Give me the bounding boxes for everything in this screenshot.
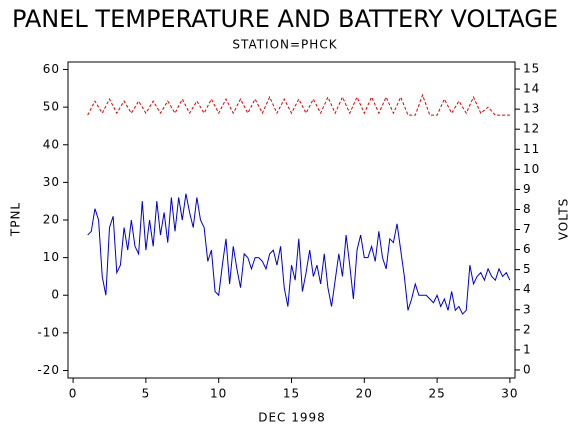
y2-tick-label: 10 xyxy=(523,162,540,176)
x-tick-label: 25 xyxy=(428,387,445,401)
y2-tick-label: 12 xyxy=(523,122,540,136)
y-tick-label: 10 xyxy=(43,250,60,264)
y2-tick-label: 4 xyxy=(523,282,532,296)
y2-tick-label: 2 xyxy=(523,322,532,336)
y2-tick-label: 0 xyxy=(523,362,532,376)
y-axis-label: TPNL xyxy=(9,202,23,237)
y2-axis-label: VOLTS xyxy=(557,198,570,240)
plot-frame xyxy=(67,61,516,379)
y-tick-label: 50 xyxy=(43,100,60,114)
y-tick-label: 40 xyxy=(43,137,60,151)
y2-tick-label: 6 xyxy=(523,242,532,256)
y2-tick-label: 8 xyxy=(523,202,532,216)
chart-title: PANEL TEMPERATURE AND BATTERY VOLTAGE xyxy=(12,5,558,33)
x-axis-label: DEC 1998 xyxy=(258,411,326,425)
x-tick-label: 5 xyxy=(142,387,151,401)
x-tick-label: 15 xyxy=(283,387,300,401)
y-tick-label: 30 xyxy=(43,175,60,189)
x-tick-label: 0 xyxy=(69,387,78,401)
y2-tick-label: 5 xyxy=(523,262,532,276)
y-tick-label: 0 xyxy=(51,288,60,302)
y-tick-label: 60 xyxy=(43,62,60,76)
x-tick-label: 30 xyxy=(501,387,518,401)
y2-tick-label: 13 xyxy=(523,102,540,116)
y2-tick-label: 15 xyxy=(523,62,540,76)
series-line xyxy=(87,93,510,116)
y-tick-label: -20 xyxy=(37,363,60,377)
y2-tick-label: 9 xyxy=(523,182,532,196)
x-tick-label: 10 xyxy=(210,387,227,401)
y2-tick-label: 7 xyxy=(523,222,532,236)
series-line xyxy=(87,193,511,315)
y2-tick-label: 11 xyxy=(523,142,540,156)
y2-tick-label: 14 xyxy=(523,82,540,96)
y2-tick-label: 1 xyxy=(523,342,532,356)
x-tick-label: 20 xyxy=(356,387,373,401)
y-tick-label: 20 xyxy=(43,213,60,227)
y2-tick-label: 3 xyxy=(523,302,532,316)
chart-subtitle: STATION=PHCK xyxy=(232,38,337,52)
y-tick-label: -10 xyxy=(37,325,60,339)
